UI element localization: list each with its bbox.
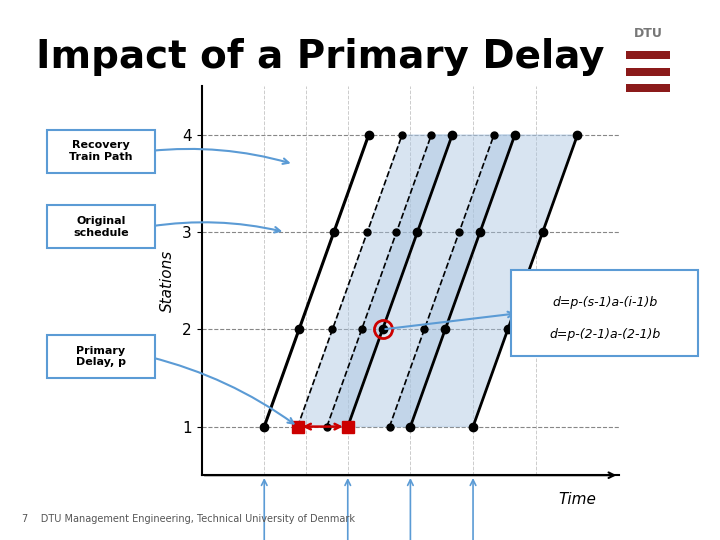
Text: Recovery
Train Path: Recovery Train Path — [69, 140, 132, 162]
Text: 7    DTU Management Engineering, Technical University of Denmark: 7 DTU Management Engineering, Technical … — [22, 514, 355, 524]
Text: Primary
Delay, p: Primary Delay, p — [76, 346, 126, 367]
Polygon shape — [327, 135, 515, 427]
Text: Impact of a Primary Delay: Impact of a Primary Delay — [36, 38, 605, 76]
Y-axis label: Stations: Stations — [160, 249, 175, 312]
Text: d=p-(2-1)a-(2-1)b: d=p-(2-1)a-(2-1)b — [549, 328, 660, 341]
Text: Original
schedule: Original schedule — [73, 216, 129, 238]
Text: Time: Time — [559, 492, 596, 508]
Polygon shape — [297, 135, 452, 427]
Polygon shape — [390, 135, 577, 427]
Text: DTU: DTU — [634, 27, 662, 40]
Text: d=p-(s-1)a-(i-1)b: d=p-(s-1)a-(i-1)b — [552, 296, 657, 309]
